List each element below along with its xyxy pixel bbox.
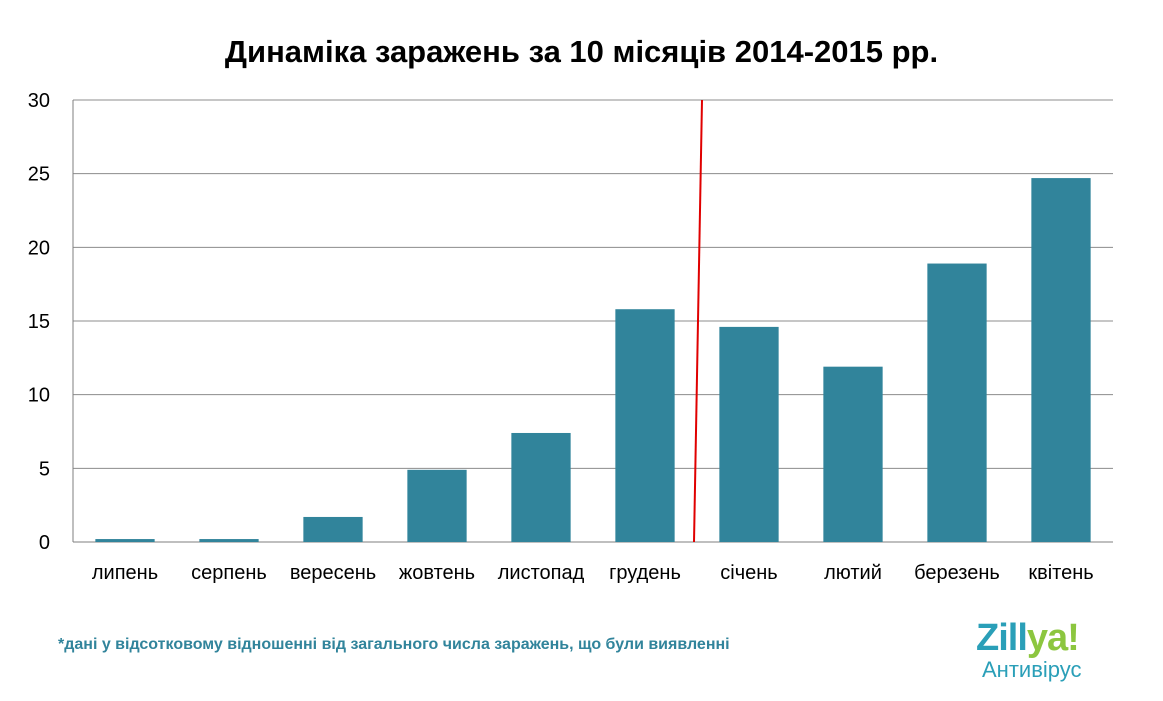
bar <box>199 539 259 542</box>
y-tick-label: 15 <box>28 311 50 333</box>
x-tick-label: січень <box>720 562 777 584</box>
x-tick-label: лютий <box>824 562 882 584</box>
y-axis-ticks: 0 5 10 15 20 25 30 <box>28 90 50 554</box>
footnote: *дані у відсотковому відношенні від зага… <box>58 636 730 653</box>
x-tick-label: березень <box>914 562 1000 584</box>
bar <box>407 469 467 542</box>
x-tick-label: грудень <box>609 562 681 584</box>
separator <box>693 99 703 543</box>
y-tick-label: 30 <box>28 90 50 112</box>
y-tick-label: 20 <box>28 237 50 259</box>
bar <box>95 539 155 542</box>
x-axis-ticks: липень серпень вересень жовтень листопад груд… <box>92 562 1094 584</box>
y-tick-label: 5 <box>39 458 50 480</box>
zillya-logo: Zillya! Антивірус <box>976 618 1106 688</box>
x-tick-label: листопад <box>498 562 585 584</box>
logo-word-part1: Zill <box>976 617 1028 659</box>
logo-word-part2: ya! <box>1026 617 1080 659</box>
x-tick-label: серпень <box>191 562 267 584</box>
logo-subtitle: Антивірус <box>982 657 1082 682</box>
x-tick-label: квітень <box>1028 562 1093 584</box>
logo-wordmark: Zillya! <box>976 617 1080 659</box>
bar <box>615 309 675 542</box>
bar <box>303 516 363 542</box>
bar <box>823 366 883 542</box>
period-separator-line <box>693 99 703 543</box>
bar <box>719 326 779 542</box>
chart-title: Динаміка заражень за 10 місяців 2014-201… <box>224 34 939 69</box>
x-tick-label: липень <box>92 562 158 584</box>
x-tick-label: жовтень <box>399 562 475 584</box>
bars <box>95 178 1091 542</box>
y-tick-label: 25 <box>28 164 50 186</box>
bar <box>927 263 987 542</box>
y-tick-label: 0 <box>39 532 50 554</box>
bar <box>511 432 571 542</box>
bar <box>1031 178 1091 542</box>
x-tick-label: вересень <box>290 562 376 584</box>
y-tick-label: 10 <box>28 385 50 407</box>
